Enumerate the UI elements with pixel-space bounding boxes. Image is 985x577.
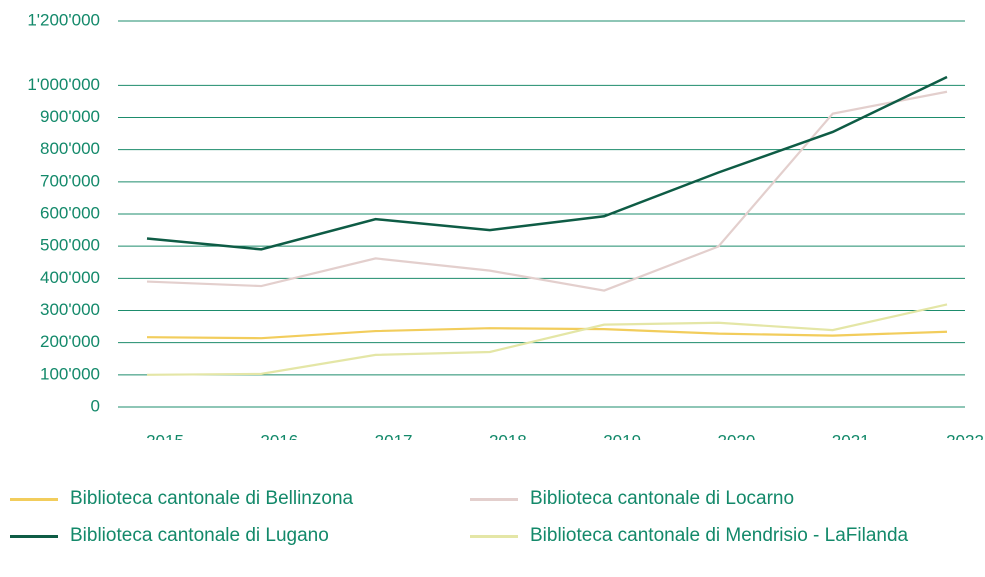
legend-label: Biblioteca cantonale di Mendrisio - LaFi… [530, 525, 909, 546]
legend-label: Biblioteca cantonale di Bellinzona [70, 488, 354, 509]
y-tick-label: 700'000 [40, 171, 100, 190]
series-line [146, 303, 948, 376]
y-tick-label: 600'000 [40, 203, 100, 222]
y-tick-label: 800'000 [40, 139, 100, 158]
x-tick-label: 2019 [603, 431, 641, 440]
y-tick-label: 900'000 [40, 107, 100, 126]
y-tick-label: 500'000 [40, 236, 100, 255]
y-tick-label: 200'000 [40, 332, 100, 351]
y-tick-label: 0 [91, 396, 100, 415]
x-tick-label: 2016 [260, 431, 298, 440]
legend-swatch [470, 535, 518, 538]
legend-item: Biblioteca cantonale di Lugano [10, 523, 460, 549]
legend-item: Biblioteca cantonale di Bellinzona [10, 486, 460, 512]
series-line [146, 75, 948, 251]
legend-item: Biblioteca cantonale di Locarno [470, 486, 920, 512]
legend-swatch [10, 535, 58, 538]
legend-item: Biblioteca cantonale di Mendrisio - LaFi… [470, 523, 920, 549]
legend-label: Biblioteca cantonale di Lugano [70, 525, 329, 546]
y-tick-label: 1'200'000 [27, 10, 100, 29]
x-tick-label: 2018 [489, 431, 527, 440]
legend-label: Biblioteca cantonale di Locarno [530, 488, 795, 509]
x-tick-label: 2021 [832, 431, 870, 440]
chart: 0 100'000 200'000 300'000 400'000 500'000 600'… [27, 10, 984, 450]
series-line [146, 327, 948, 340]
legend-swatch [470, 498, 518, 501]
x-tick-label: 2020 [718, 431, 756, 440]
x-tick-label: 2015 [146, 431, 184, 440]
y-tick-label: 300'000 [40, 300, 100, 319]
x-tick-label: 2017 [375, 431, 413, 440]
legend-swatch [10, 498, 58, 501]
y-tick-label: 400'000 [40, 268, 100, 287]
y-tick-label: 1'000'000 [27, 75, 100, 94]
x-tick-label: 2022 [946, 431, 984, 440]
y-tick-label: 100'000 [40, 364, 100, 383]
series-line [146, 90, 948, 292]
